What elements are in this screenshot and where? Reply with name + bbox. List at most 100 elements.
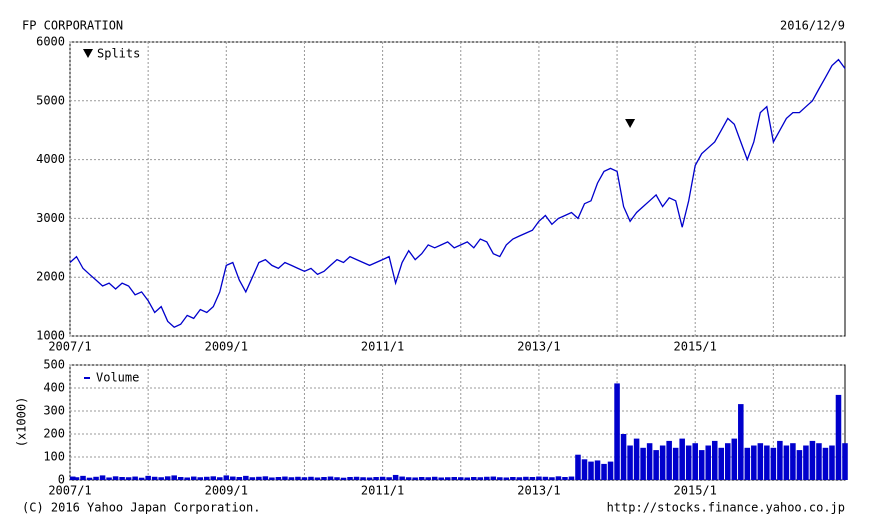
volume-bar bbox=[581, 459, 588, 480]
volume-bar bbox=[314, 477, 321, 480]
volume-bar bbox=[822, 447, 829, 480]
volume-bar bbox=[190, 476, 197, 480]
volume-bar bbox=[835, 394, 842, 480]
volume-bar bbox=[477, 477, 484, 480]
volume-bar bbox=[464, 477, 471, 480]
y-tick-label: 1000 bbox=[36, 329, 65, 343]
volume-bar bbox=[217, 477, 223, 480]
volume-bar bbox=[796, 450, 803, 480]
volume-bar bbox=[444, 477, 451, 480]
volume-bar bbox=[177, 477, 184, 480]
volume-bar bbox=[601, 463, 607, 480]
chart-date: 2016/12/9 bbox=[780, 19, 845, 33]
volume-bar bbox=[457, 477, 464, 480]
volume-bar bbox=[360, 477, 366, 480]
volume-bar bbox=[568, 476, 575, 480]
volume-bar bbox=[184, 477, 190, 480]
volume-bar bbox=[783, 445, 790, 480]
y-tick-label: 400 bbox=[43, 381, 65, 395]
volume-bar bbox=[379, 476, 386, 480]
x-tick-label: 2015/1 bbox=[674, 340, 717, 354]
volume-bar bbox=[614, 383, 620, 480]
y-axis-label: (x1000) bbox=[15, 397, 29, 448]
volume-bar bbox=[633, 438, 640, 480]
x-tick-label: 2007/1 bbox=[48, 484, 91, 498]
y-tick-label: 200 bbox=[43, 427, 65, 441]
volume-bar bbox=[412, 477, 418, 480]
volume-bar bbox=[158, 477, 164, 480]
volume-bar bbox=[308, 476, 314, 480]
source-url: http://stocks.finance.yahoo.co.jp bbox=[607, 501, 845, 515]
y-tick-label: 300 bbox=[43, 404, 65, 418]
volume-bar bbox=[523, 476, 529, 480]
chart-title: FP CORPORATION bbox=[22, 19, 123, 33]
volume-bar bbox=[679, 438, 685, 480]
volume-bar bbox=[230, 476, 236, 480]
volume-bar bbox=[301, 477, 308, 480]
volume-bar bbox=[490, 476, 497, 480]
volume-bar bbox=[288, 477, 295, 480]
volume-bar bbox=[164, 476, 171, 480]
volume-bar bbox=[698, 450, 705, 480]
volume-bar bbox=[575, 454, 581, 480]
volume-bar bbox=[243, 475, 249, 480]
volume-bar bbox=[744, 447, 751, 480]
volume-bar bbox=[145, 475, 151, 480]
volume-bar bbox=[562, 477, 568, 480]
volume-bar bbox=[86, 477, 93, 480]
x-tick-label: 2009/1 bbox=[205, 484, 248, 498]
volume-bar bbox=[93, 476, 99, 480]
volume-bar bbox=[777, 440, 783, 480]
volume-bar bbox=[666, 440, 672, 480]
volume-bar bbox=[620, 434, 627, 480]
volume-bar bbox=[842, 443, 848, 480]
volume-bar bbox=[685, 445, 692, 480]
copyright: (C) 2016 Yahoo Japan Corporation. bbox=[22, 501, 260, 515]
volume-bar bbox=[770, 447, 777, 480]
volume-bar bbox=[353, 476, 360, 480]
volume-bar bbox=[503, 477, 510, 480]
volume-bar bbox=[594, 460, 601, 480]
volume-bar bbox=[334, 477, 340, 480]
volume-bar bbox=[809, 440, 816, 480]
volume-bar bbox=[705, 445, 712, 480]
legend-swatch bbox=[83, 49, 93, 58]
volume-bar bbox=[672, 447, 679, 480]
volume-bar bbox=[327, 476, 334, 480]
volume-bar bbox=[262, 476, 269, 480]
split-marker bbox=[625, 119, 636, 128]
volume-bar bbox=[73, 477, 80, 480]
volume-bar bbox=[366, 477, 373, 480]
y-tick-label: 4000 bbox=[36, 152, 65, 166]
legend-label: Volume bbox=[96, 371, 139, 385]
volume-bar bbox=[275, 477, 282, 480]
volume-bar bbox=[646, 443, 653, 480]
y-tick-label: 3000 bbox=[36, 211, 65, 225]
volume-bar bbox=[210, 476, 217, 480]
volume-bar bbox=[542, 476, 549, 480]
volume-bar bbox=[588, 461, 594, 480]
volume-bar bbox=[751, 445, 757, 480]
volume-bar bbox=[392, 474, 399, 480]
volume-bar bbox=[757, 443, 764, 480]
x-tick-label: 2011/1 bbox=[361, 340, 404, 354]
volume-bar bbox=[764, 445, 770, 480]
volume-bar bbox=[425, 477, 431, 480]
y-tick-label: 500 bbox=[43, 358, 65, 372]
volume-bar bbox=[223, 475, 230, 480]
volume-bar bbox=[471, 477, 477, 480]
volume-bar bbox=[516, 477, 523, 480]
volume-bar bbox=[803, 445, 809, 480]
volume-bar bbox=[106, 477, 112, 480]
volume-bar bbox=[484, 476, 490, 480]
volume-bar bbox=[497, 477, 503, 480]
volume-bar bbox=[125, 477, 132, 480]
x-tick-label: 2007/1 bbox=[48, 340, 91, 354]
volume-bar bbox=[295, 476, 301, 480]
x-tick-label: 2013/1 bbox=[517, 484, 560, 498]
volume-bar bbox=[711, 440, 718, 480]
volume-bar bbox=[236, 477, 243, 480]
volume-bar bbox=[340, 477, 347, 480]
volume-bar bbox=[725, 443, 731, 480]
